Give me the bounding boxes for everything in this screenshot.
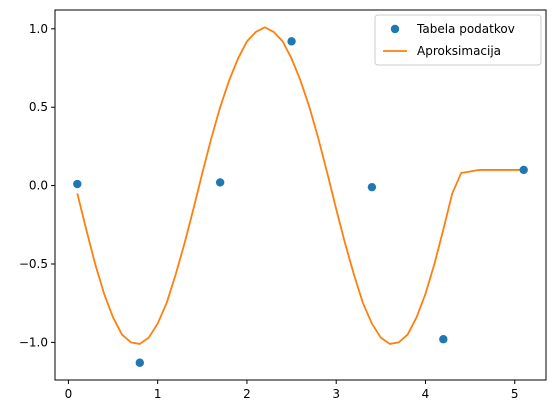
x-tick-label: 3	[332, 387, 340, 401]
y-tick-label: 0.5	[29, 100, 48, 114]
legend-box	[374, 14, 542, 66]
chart-marks	[73, 26, 528, 367]
x-tick-label: 4	[422, 387, 430, 401]
legend-marker-scatter	[390, 24, 400, 34]
x-tick-label: 2	[243, 387, 251, 401]
y-tick-label: −0.5	[19, 257, 48, 271]
data-point	[439, 335, 448, 344]
data-point	[287, 37, 296, 46]
data-point	[519, 165, 528, 175]
legend-label: Aproksimacija	[417, 44, 501, 58]
x-tick-label: 1	[154, 387, 162, 401]
data-point	[135, 358, 145, 367]
axes-frame	[54, 9, 547, 381]
x-tick-label: 0	[65, 387, 73, 401]
legend: Tabela podatkov Aproksimacija	[374, 14, 542, 66]
data-point	[215, 178, 225, 187]
y-tick-label: 0.0	[29, 179, 48, 193]
data-point	[73, 179, 82, 189]
legend-label: Tabela podatkov	[416, 22, 515, 36]
y-tick-label: −1.0	[19, 335, 48, 349]
axis-ticks: 0 1 2 3 4 5 −1.0 −0.5 0.0 0.5 1.0	[19, 22, 519, 401]
series-line-1	[76, 26, 524, 345]
x-tick-label: 5	[511, 387, 519, 401]
data-point	[367, 182, 377, 192]
y-tick-label: 1.0	[29, 22, 48, 36]
